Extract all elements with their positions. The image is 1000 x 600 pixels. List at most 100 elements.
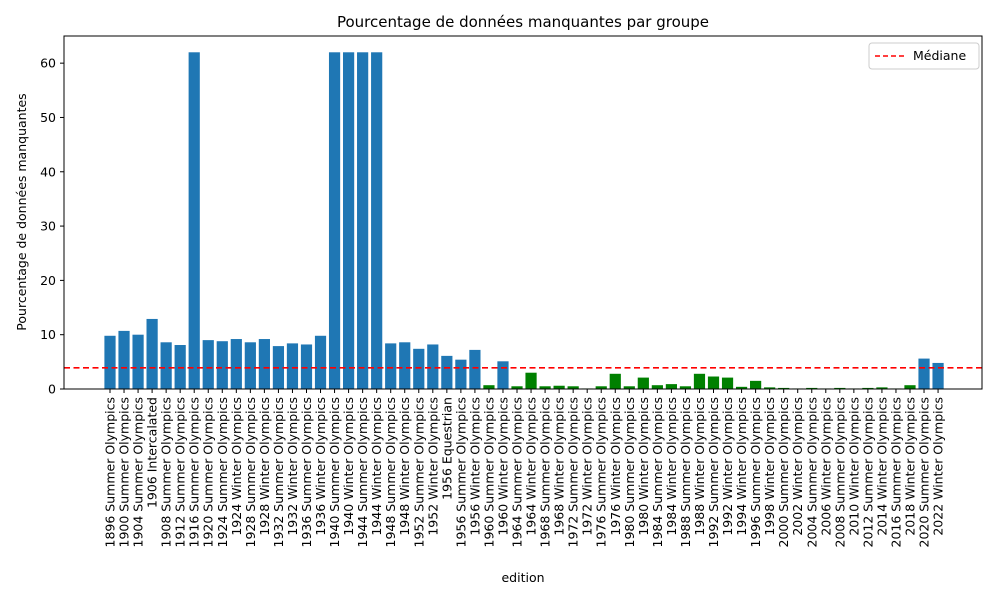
x-tick-label: 1988 Winter Olympics: [692, 397, 707, 536]
x-tick-label: 1906 Intercalated: [145, 397, 160, 508]
bar: [174, 345, 186, 389]
x-tick-label: 1896 Summer Olympics: [103, 397, 118, 547]
bar: [385, 343, 397, 389]
bar: [778, 387, 790, 389]
y-tick-label: 10: [40, 327, 56, 342]
x-tick-label: 1932 Winter Olympics: [285, 397, 300, 536]
x-tick-label: 2000 Summer Olympics: [776, 397, 791, 547]
x-tick-label: 1980 Winter Olympics: [636, 397, 651, 536]
x-tick-label: 2020 Summer Olympics: [917, 397, 932, 547]
x-tick-label: 2006 Winter Olympics: [818, 397, 833, 536]
x-tick-label: 2018 Winter Olympics: [902, 397, 917, 536]
x-tick-label: 1948 Summer Olympics: [383, 397, 398, 547]
bar: [707, 376, 720, 389]
bar: [623, 386, 635, 389]
y-tick-label: 50: [40, 110, 56, 125]
bar: [932, 362, 944, 389]
x-tick-label: 2010 Winter Olympics: [846, 397, 861, 536]
bar: [539, 386, 551, 389]
plot-area-frame: [63, 35, 983, 390]
y-tick-layer: 0 10 20 30 40 50 60: [40, 56, 64, 397]
x-tick-label: 1964 Summer Olympics: [510, 397, 525, 547]
bar: [750, 380, 762, 389]
y-tick-label: 40: [40, 164, 56, 179]
x-tick-label: 1900 Summer Olympics: [117, 397, 132, 547]
x-tick-label: 2002 Winter Olympics: [790, 397, 805, 536]
bar: [371, 52, 383, 390]
bar: [118, 330, 130, 389]
x-tick-label: 1980 Summer Olympics: [622, 397, 637, 547]
bar: [806, 387, 818, 389]
x-tick-label: 1936 Summer Olympics: [299, 397, 314, 547]
bar: [651, 385, 663, 389]
bar: [721, 377, 734, 389]
bar: [455, 359, 467, 389]
x-tick-label: 1960 Winter Olympics: [495, 397, 510, 536]
bar: [202, 340, 214, 389]
x-tick-label: 1940 Summer Olympics: [327, 397, 342, 547]
bar: [399, 342, 411, 389]
bar: [286, 343, 299, 389]
y-axis-label: Pourcentage de données manquantes: [14, 93, 29, 330]
x-tick-label: 1988 Summer Olympics: [678, 397, 693, 547]
bar: [693, 373, 706, 389]
x-tick-label: 1948 Winter Olympics: [397, 397, 412, 536]
x-tick-label: 2016 Summer Olympics: [888, 397, 903, 547]
x-tick-label: 1936 Winter Olympics: [313, 397, 328, 536]
x-tick-label: 1908 Summer Olympics: [159, 397, 174, 547]
x-tick-label: 1992 Summer Olympics: [706, 397, 721, 547]
bar: [609, 373, 621, 389]
bars-layer: [104, 52, 944, 390]
bar: [230, 339, 242, 389]
bar: [834, 387, 846, 389]
bar: [483, 385, 495, 389]
x-tick-label: 1920 Summer Olympics: [201, 397, 216, 547]
bar: [441, 355, 453, 389]
bar: [525, 372, 537, 389]
bar: [567, 386, 579, 389]
x-tick-label: 1928 Winter Olympics: [257, 397, 272, 536]
x-tick-label: 1956 Equestrian: [439, 397, 454, 500]
x-tick-label: 1904 Summer Olympics: [131, 397, 146, 547]
bar: [258, 339, 270, 389]
x-tick-label: 1924 Summer Olympics: [215, 397, 230, 547]
x-tick-label: 1998 Winter Olympics: [762, 397, 777, 536]
x-tick-layer: 1896 Summer Olympics 1900 Summer Olympics…: [103, 389, 946, 547]
bar: [679, 386, 692, 389]
bar: [328, 52, 341, 390]
bar: [862, 387, 874, 389]
x-tick-label: 1952 Summer Olympics: [411, 397, 426, 547]
legend-box: [868, 42, 980, 70]
x-tick-label: 1932 Summer Olympics: [271, 397, 286, 547]
bar: [497, 361, 509, 389]
bar: [188, 52, 200, 390]
x-tick-label: 1964 Winter Olympics: [524, 397, 539, 536]
bar: [244, 342, 256, 389]
chart-title: Pourcentage de données manquantes par gr…: [337, 13, 709, 31]
bar: [511, 386, 523, 389]
bar: [427, 344, 439, 389]
x-tick-label: 1972 Winter Olympics: [580, 397, 595, 536]
bar: [104, 335, 116, 389]
bar: [413, 348, 425, 389]
bar: [764, 387, 776, 389]
y-tick-label: 30: [40, 219, 56, 234]
x-tick-label: 1956 Summer Olympics: [453, 397, 468, 547]
bar: [918, 358, 930, 389]
y-tick-label: 0: [48, 382, 56, 397]
y-tick-label: 60: [40, 56, 56, 71]
x-tick-label: 1984 Summer Olympics: [650, 397, 665, 547]
bar: [314, 335, 327, 389]
x-tick-label: 1960 Summer Olympics: [481, 397, 496, 547]
bar: [132, 334, 144, 389]
x-tick-label: 2014 Winter Olympics: [874, 397, 889, 536]
x-tick-label: 1976 Summer Olympics: [594, 397, 609, 547]
legend-median-label: Médiane: [913, 48, 966, 63]
x-axis-label: edition: [501, 570, 544, 585]
x-tick-label: 1968 Winter Olympics: [552, 397, 567, 536]
bar: [876, 387, 888, 389]
x-tick-label: 1972 Summer Olympics: [566, 397, 581, 547]
x-tick-label: 1968 Summer Olympics: [538, 397, 553, 547]
bar: [146, 318, 158, 389]
